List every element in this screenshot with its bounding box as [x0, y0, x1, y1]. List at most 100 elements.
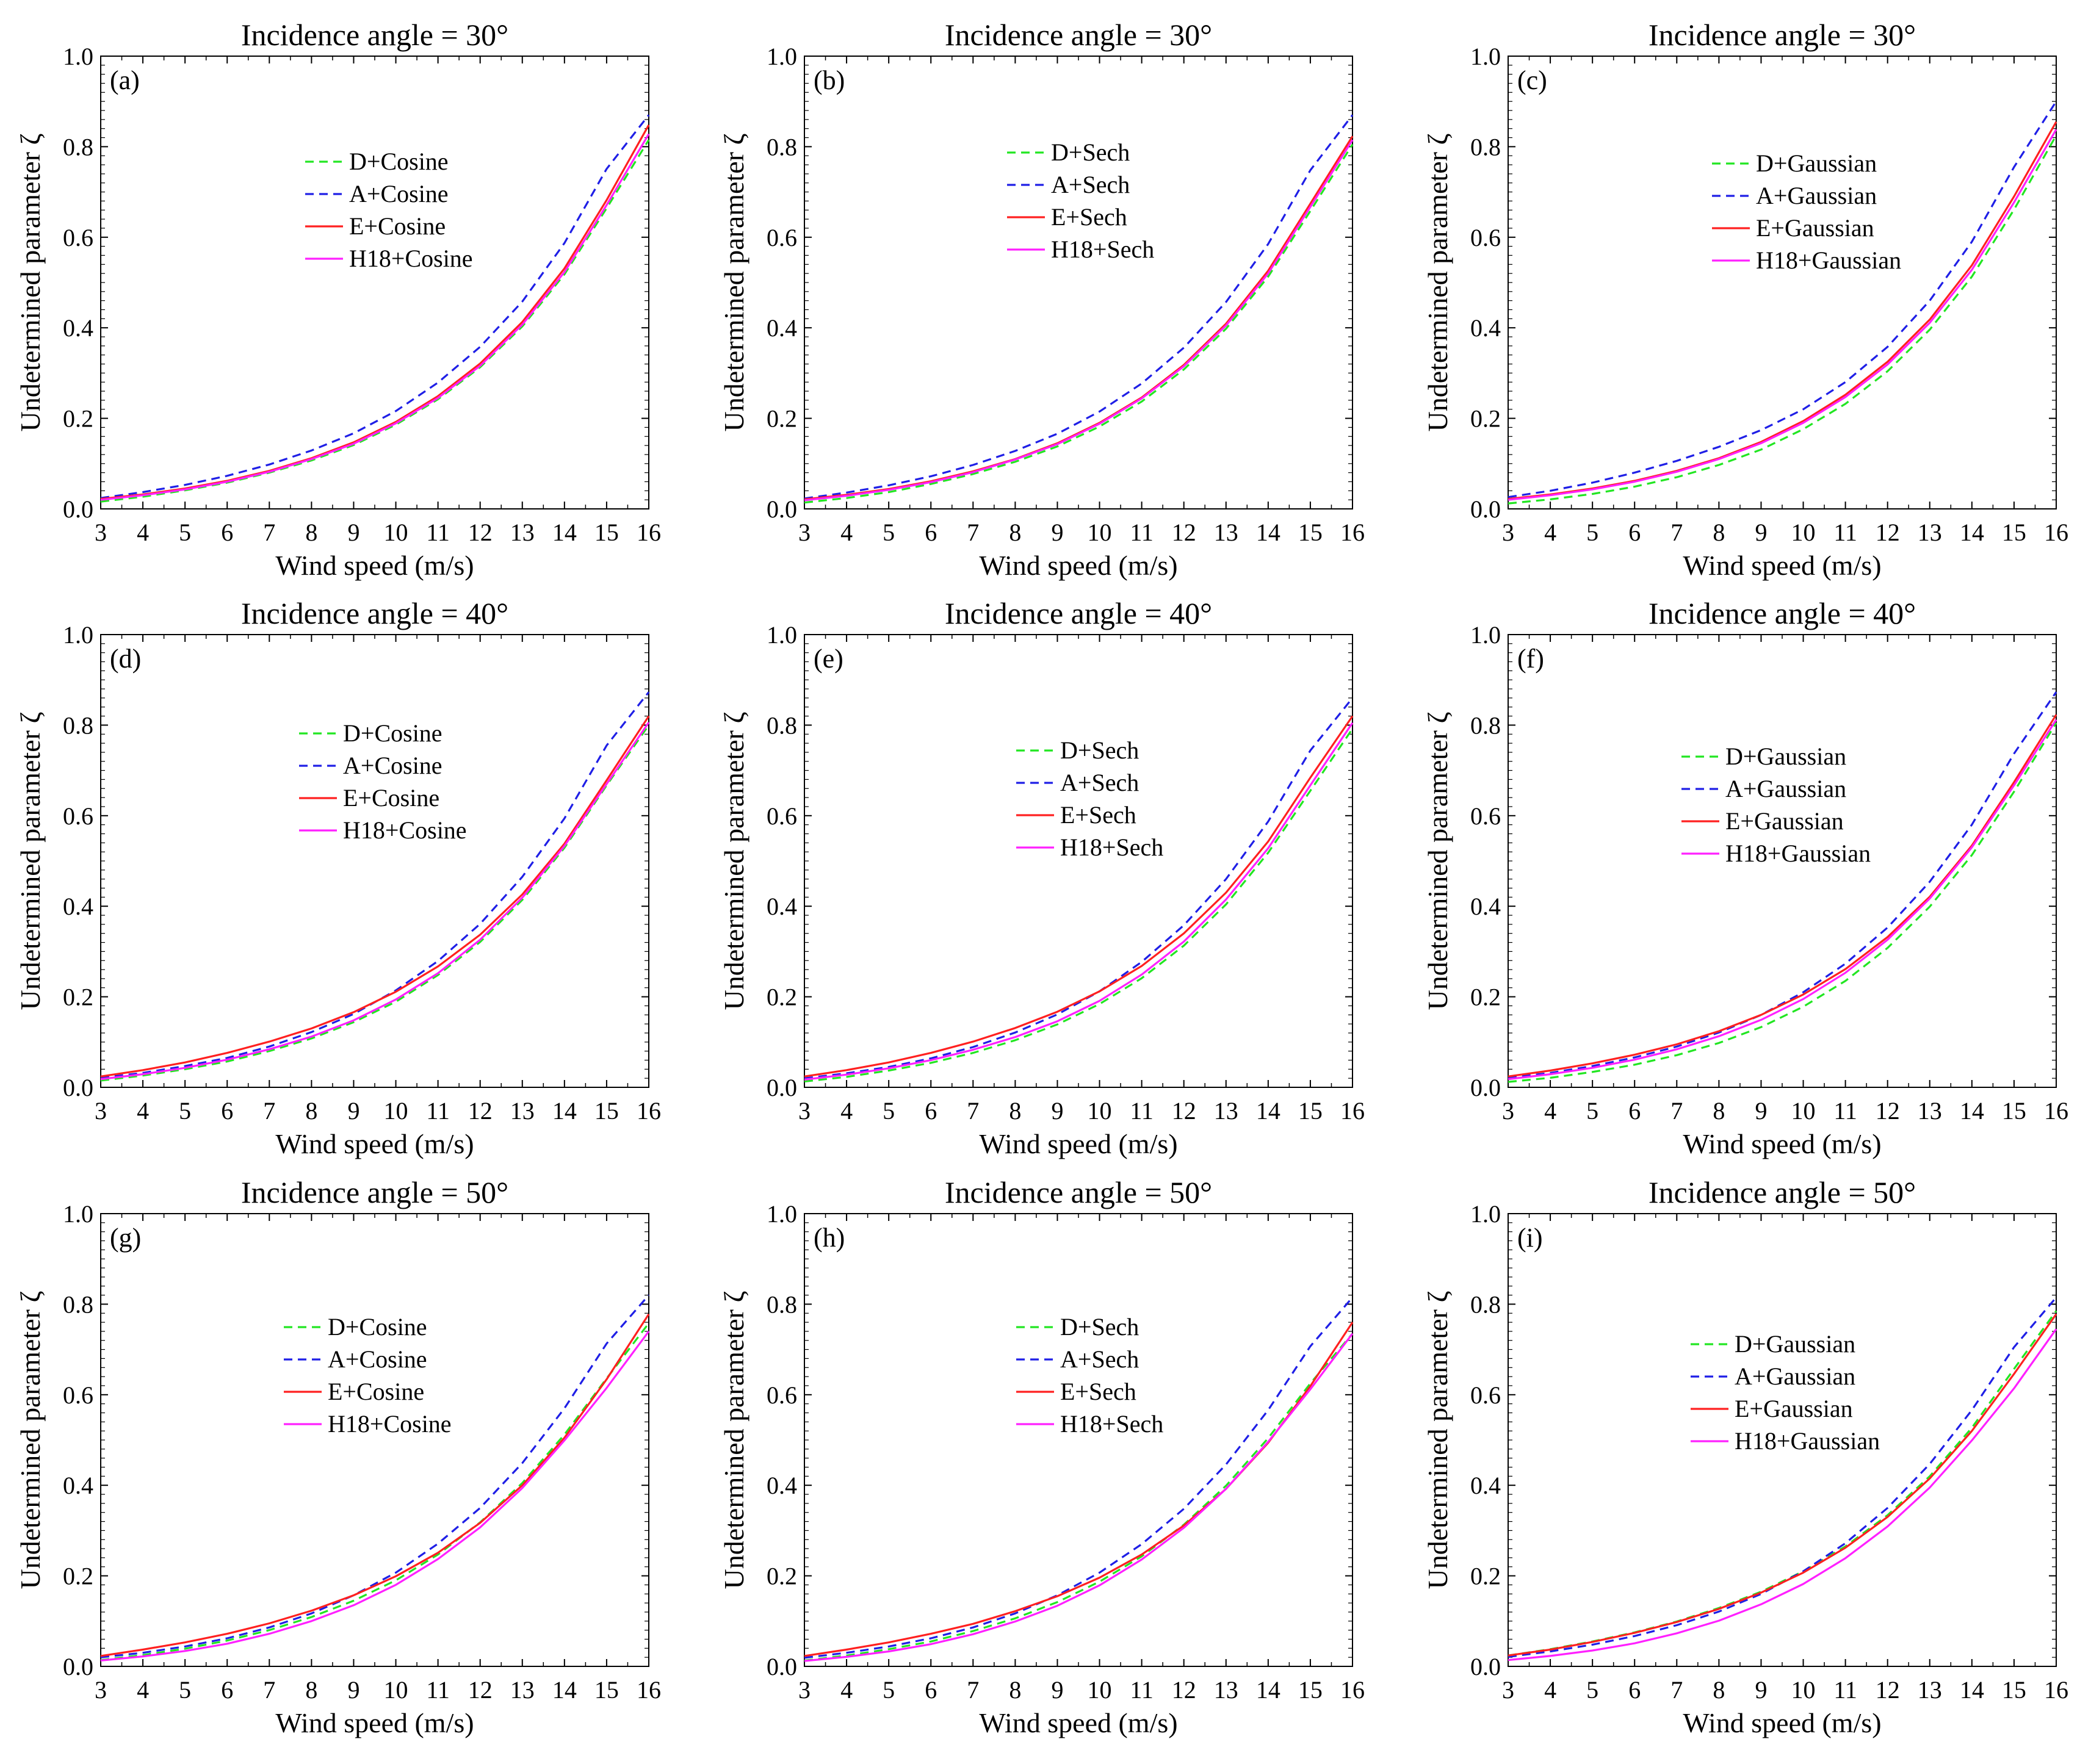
x-tick-label: 7 — [263, 519, 275, 546]
x-tick-label: 8 — [305, 519, 317, 546]
y-tick-label: 0.2 — [1470, 984, 1501, 1011]
y-tick-label: 0.0 — [767, 495, 797, 523]
y-axis-label: Undetermined parameter ζ — [15, 133, 46, 431]
x-tick-label: 16 — [2044, 1676, 2068, 1704]
x-axis-label: Wind speed (m/s) — [1683, 1707, 1881, 1738]
x-tick-label: 12 — [468, 1676, 493, 1704]
series-line-e — [100, 1313, 650, 1657]
x-tick-label: 8 — [1713, 1097, 1725, 1125]
panel-title: Incidence angle = 30° — [945, 18, 1212, 52]
y-tick-label: 1.0 — [767, 621, 797, 649]
y-axis-label: Undetermined parameter ζ — [718, 133, 749, 431]
x-tick-label: 16 — [637, 1676, 661, 1704]
x-tick-label: 11 — [1833, 1097, 1857, 1125]
y-tick-label: 1.0 — [1470, 1200, 1501, 1228]
y-tick-label: 0.0 — [63, 1074, 93, 1101]
x-tick-label: 7 — [967, 1097, 979, 1125]
y-axis-label: Undetermined parameter ζ — [718, 1291, 749, 1589]
x-tick-label: 8 — [305, 1097, 317, 1125]
legend-label: H18+Cosine — [328, 1410, 452, 1438]
x-tick-label: 7 — [263, 1676, 275, 1704]
x-tick-label: 15 — [594, 1097, 619, 1125]
y-tick-label: 0.8 — [1470, 711, 1501, 739]
x-tick-label: 11 — [426, 519, 450, 546]
y-tick-label: 0.2 — [767, 405, 797, 433]
legend: D+Gaussian A+Gaussian E+Gaussian H18+Gaussi… — [1691, 1330, 1880, 1455]
y-tick-label: 0.0 — [1470, 1074, 1501, 1101]
panel-label: (g) — [110, 1223, 141, 1253]
series-line-a — [100, 1294, 650, 1658]
y-tick-label: 0.6 — [63, 802, 93, 830]
x-tick-label: 14 — [1960, 519, 1984, 546]
x-tick-label: 4 — [840, 1097, 853, 1125]
series-line-a — [804, 1297, 1354, 1659]
x-tick-label: 6 — [221, 1676, 233, 1704]
x-tick-label: 16 — [1340, 519, 1365, 546]
legend-label: A+Gaussian — [1735, 1363, 1855, 1390]
y-tick-label: 1.0 — [767, 1200, 797, 1228]
series-line-d — [804, 728, 1354, 1082]
y-tick-label: 0.0 — [1470, 1653, 1501, 1680]
legend: D+Sech A+Sech E+Sech H18+Sech — [1016, 736, 1163, 861]
x-tick-label: 11 — [1130, 1097, 1154, 1125]
x-tick-label: 16 — [637, 519, 661, 546]
x-tick-label: 13 — [1918, 1097, 1942, 1125]
series-line-a — [804, 114, 1354, 500]
legend-label: H18+Sech — [1051, 236, 1154, 263]
x-tick-label: 10 — [1088, 1097, 1112, 1125]
panel-title: Incidence angle = 50° — [1649, 1175, 1916, 1209]
x-tick-label: 4 — [137, 519, 149, 546]
series-line-a — [1508, 101, 2057, 499]
panel-label: (i) — [1517, 1223, 1543, 1253]
x-axis-label: Wind speed (m/s) — [979, 550, 1177, 581]
x-axis-label: Wind speed (m/s) — [1683, 1128, 1881, 1159]
x-tick-label: 9 — [347, 1676, 359, 1704]
y-tick-label: 0.4 — [767, 314, 797, 342]
panel-g: 3 4 5 6 7 8 9 10 11 12 13 14 15 16 0.0 0.2 0.4 0.6 0.8 1.0 I… — [15, 1175, 661, 1738]
x-tick-label: 7 — [263, 1097, 275, 1125]
legend-label: D+Gaussian — [1756, 149, 1877, 177]
legend-label: E+Gaussian — [1735, 1395, 1853, 1422]
x-axis-label: Wind speed (m/s) — [979, 1128, 1177, 1159]
x-tick-label: 6 — [1628, 1676, 1641, 1704]
legend-label: H18+Gaussian — [1756, 247, 1901, 274]
x-tick-label: 12 — [1172, 1097, 1196, 1125]
y-axis-label: Undetermined parameter ζ — [1422, 1291, 1453, 1589]
x-axis-label: Wind speed (m/s) — [979, 1707, 1177, 1738]
y-axis-label: Undetermined parameter ζ — [1422, 711, 1453, 1010]
x-tick-label: 15 — [594, 519, 619, 546]
x-tick-label: 4 — [1544, 519, 1556, 546]
legend-label: D+Sech — [1060, 736, 1139, 764]
legend-label: E+Gaussian — [1756, 214, 1874, 242]
y-axis-label: Undetermined parameter ζ — [1422, 133, 1453, 431]
series-line-e — [1508, 1313, 2057, 1657]
x-tick-label: 5 — [1586, 1676, 1598, 1704]
x-axis-label: Wind speed (m/s) — [275, 1707, 474, 1738]
y-tick-label: 0.2 — [63, 1563, 93, 1590]
x-tick-label: 11 — [426, 1097, 450, 1125]
panel-label: (b) — [814, 65, 845, 95]
x-tick-label: 14 — [552, 1097, 577, 1125]
series-line-e — [100, 715, 650, 1078]
x-tick-label: 13 — [1918, 1676, 1942, 1704]
x-tick-label: 3 — [1502, 1676, 1514, 1704]
x-tick-label: 8 — [1713, 1676, 1725, 1704]
x-tick-label: 11 — [1130, 1676, 1154, 1704]
series-line-h18 — [1508, 129, 2057, 501]
legend-label: D+Cosine — [343, 719, 442, 747]
series-line-h18 — [100, 721, 650, 1081]
x-tick-label: 5 — [1586, 1097, 1598, 1125]
x-tick-label: 14 — [552, 519, 577, 546]
panel-title: Incidence angle = 40° — [1649, 596, 1916, 630]
x-tick-label: 8 — [1009, 519, 1021, 546]
y-tick-label: 0.4 — [63, 314, 93, 342]
y-tick-label: 0.0 — [63, 495, 93, 523]
x-tick-label: 5 — [179, 519, 191, 546]
legend-label: A+Sech — [1060, 769, 1139, 796]
x-tick-label: 9 — [1755, 1676, 1767, 1704]
x-tick-label: 5 — [1586, 519, 1598, 546]
x-tick-label: 8 — [1009, 1097, 1021, 1125]
panel-c: 3 4 5 6 7 8 9 10 11 12 13 14 15 16 0.0 0.2 0.4 0.6 0.8 1.0 I… — [1422, 18, 2068, 581]
panel-a: 3 4 5 6 7 8 9 10 11 12 13 14 15 16 0.0 0.2 0.4 0.6 0.8 1.0 I… — [15, 18, 661, 581]
